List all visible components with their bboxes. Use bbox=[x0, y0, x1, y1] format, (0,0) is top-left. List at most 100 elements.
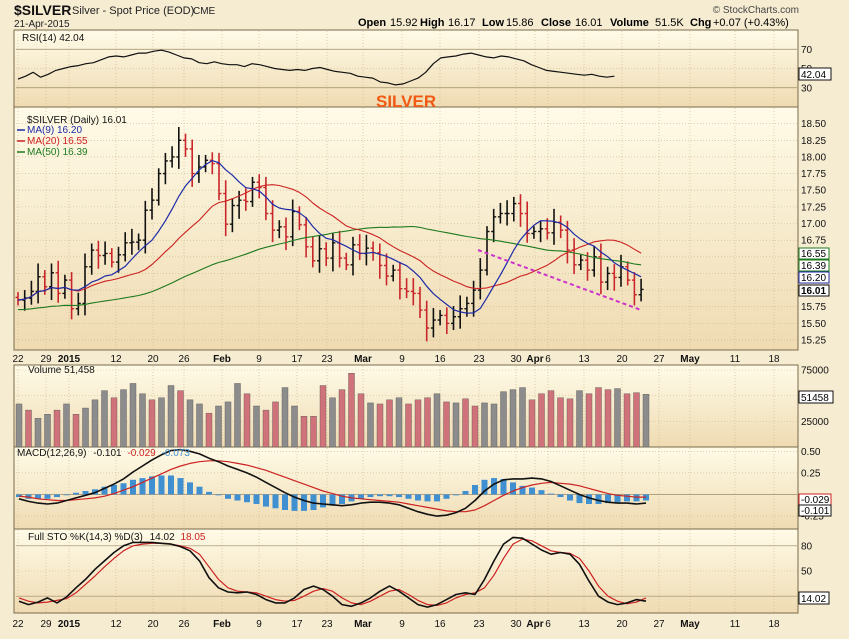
ohlc-bar bbox=[49, 263, 54, 301]
x-tick-label: 26 bbox=[178, 354, 190, 365]
ohlc-bar bbox=[243, 188, 249, 211]
macd-histogram-bar bbox=[35, 494, 41, 499]
macd-histogram-bar bbox=[415, 494, 421, 501]
ohlc-bar bbox=[471, 280, 477, 317]
sto-k-line bbox=[18, 536, 647, 608]
x-tick-label: 13 bbox=[578, 619, 590, 630]
open-value: 15.92 bbox=[390, 17, 418, 29]
x-tick-label: 29 bbox=[40, 619, 52, 630]
x-tick-label: 17 bbox=[291, 354, 303, 365]
x-tick-label: Apr bbox=[526, 354, 543, 365]
y-tick-label: 18.50 bbox=[801, 119, 826, 130]
volume-title: Volume 51,458 bbox=[28, 365, 95, 376]
volume-bar bbox=[576, 390, 583, 448]
volume-bar bbox=[319, 385, 327, 448]
ohlc-bar bbox=[276, 220, 282, 239]
volume-label: Volume bbox=[610, 17, 649, 29]
legend-ma50: MA(50) 16.39 bbox=[27, 147, 88, 158]
volume-bar bbox=[452, 402, 460, 448]
macd-histogram-bar bbox=[168, 475, 174, 495]
volume-bar bbox=[281, 387, 289, 448]
volume-bar bbox=[272, 401, 279, 448]
y-tick-label: 17.75 bbox=[801, 169, 826, 180]
volume-bar bbox=[253, 405, 260, 448]
ohlc-bar bbox=[477, 258, 483, 300]
chart-marks bbox=[15, 49, 650, 608]
volume-bar bbox=[519, 387, 526, 448]
volume-bar bbox=[500, 391, 507, 448]
x-tick-label: 2015 bbox=[58, 354, 81, 365]
macd-histogram-bar bbox=[244, 494, 250, 503]
ohlc-bar bbox=[69, 272, 75, 320]
volume-bar bbox=[614, 388, 621, 448]
volume-bar bbox=[167, 385, 175, 448]
volume-bar bbox=[405, 403, 412, 448]
macd-histogram-bar bbox=[358, 494, 364, 499]
macd-histogram-bar bbox=[329, 494, 336, 506]
ohlc-bar bbox=[497, 202, 503, 224]
ohlc-bar bbox=[531, 226, 537, 239]
macd-title-macd: -0.101 bbox=[93, 448, 122, 459]
macd-histogram-bar bbox=[225, 494, 231, 499]
macd-histogram-bar bbox=[548, 493, 554, 495]
ma20-line bbox=[17, 184, 642, 301]
x-tick-label: 27 bbox=[653, 619, 665, 630]
ma9-tag-box bbox=[798, 271, 830, 284]
ohlc-bar bbox=[585, 252, 590, 281]
close-label: Close bbox=[541, 17, 571, 29]
macd-histogram-bar bbox=[139, 478, 146, 495]
macd-histogram-bar bbox=[158, 475, 165, 495]
volume-bar bbox=[585, 393, 593, 448]
macd-histogram-bar bbox=[529, 487, 535, 495]
ohlc-bar bbox=[631, 272, 637, 306]
volume-value: 51.5K bbox=[655, 17, 684, 29]
volume-bar bbox=[357, 393, 365, 448]
volume-bar bbox=[15, 403, 23, 448]
y-tick-label: 15.25 bbox=[801, 336, 826, 347]
volume-bar bbox=[395, 397, 403, 448]
ohlc-bar bbox=[430, 308, 436, 338]
sto-title-main: Full STO %K(14,3) %D(3) bbox=[28, 532, 143, 543]
volume-bar bbox=[414, 399, 422, 448]
macd-histogram-bar bbox=[54, 494, 60, 498]
ohlc-bar bbox=[524, 201, 530, 243]
macd-histogram-bar bbox=[443, 494, 450, 499]
rsi-value-tag: 42.04 bbox=[801, 70, 826, 81]
y-tick-label: 15.75 bbox=[801, 302, 826, 313]
macd-histogram-bar bbox=[320, 494, 326, 508]
x-tick-label: Mar bbox=[354, 354, 372, 365]
volume-bar bbox=[196, 403, 203, 448]
y-tick-label: -0.25 bbox=[801, 512, 824, 523]
ohlc-bar bbox=[444, 307, 450, 335]
ohlc-bar bbox=[611, 264, 617, 291]
x-tick-label: 20 bbox=[147, 619, 159, 630]
macd-histogram-bar bbox=[538, 490, 545, 495]
volume-bar bbox=[528, 399, 536, 448]
ohlc-bar bbox=[343, 252, 349, 271]
macd-histogram-bar bbox=[624, 494, 630, 502]
ohlc-bar bbox=[377, 243, 383, 279]
ohlc-bar bbox=[323, 242, 329, 267]
macd-histogram-bar bbox=[633, 494, 640, 502]
symbol-title: $SILVER bbox=[14, 2, 71, 18]
x-tick-label: 22 bbox=[12, 619, 24, 630]
volume-bar bbox=[158, 397, 165, 448]
ohlc-bar bbox=[270, 200, 276, 243]
macd-histogram-bar bbox=[101, 486, 108, 495]
volume-bar bbox=[120, 389, 127, 448]
volume-bar bbox=[310, 416, 317, 448]
x-tick-label: 6 bbox=[545, 354, 551, 365]
high-label: High bbox=[420, 17, 445, 29]
close-tag: 16.01 bbox=[801, 286, 826, 297]
y-tick-label: 80 bbox=[801, 541, 813, 552]
volume-bar bbox=[481, 402, 488, 448]
x-tick-label: Mar bbox=[354, 619, 372, 630]
x-tick-label: 23 bbox=[321, 354, 333, 365]
macd-histogram-bar bbox=[291, 494, 298, 511]
macd-histogram-bar bbox=[263, 494, 269, 507]
x-tick-label: 13 bbox=[578, 354, 590, 365]
volume-bar bbox=[471, 405, 479, 448]
y-tick-label: 16.75 bbox=[801, 236, 826, 247]
volume-bar bbox=[215, 405, 222, 448]
